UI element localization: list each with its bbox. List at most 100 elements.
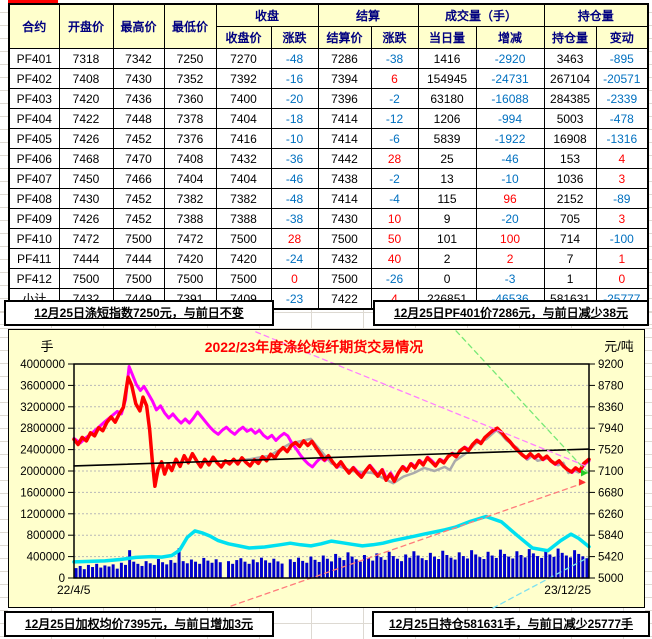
table-cell[interactable]: 100: [475, 228, 545, 249]
table-cell[interactable]: PF403: [8, 88, 60, 109]
table-cell[interactable]: -6: [370, 128, 419, 149]
table-cell[interactable]: 7470: [112, 148, 165, 169]
table-cell[interactable]: -48: [270, 48, 319, 69]
col-sub-header[interactable]: 结算价: [317, 26, 372, 49]
table-cell[interactable]: -895: [595, 48, 649, 69]
table-cell[interactable]: 7430: [112, 68, 165, 89]
table-cell[interactable]: 13: [417, 168, 477, 189]
table-cell[interactable]: PF411: [8, 248, 60, 269]
table-cell[interactable]: -46: [270, 168, 319, 189]
table-cell[interactable]: 7388: [163, 208, 217, 229]
table-cell[interactable]: 3: [595, 208, 649, 229]
table-cell[interactable]: 7438: [317, 168, 372, 189]
table-cell[interactable]: 1206: [417, 108, 477, 129]
table-cell[interactable]: -16: [270, 68, 319, 89]
table-cell[interactable]: PF412: [8, 268, 60, 289]
table-cell[interactable]: 2152: [543, 188, 597, 209]
table-cell[interactable]: 7500: [112, 228, 165, 249]
table-cell[interactable]: -23: [270, 288, 319, 310]
table-cell[interactable]: 7436: [112, 88, 165, 109]
col-sub-header[interactable]: 持仓量: [543, 26, 597, 49]
table-cell[interactable]: 7500: [215, 228, 272, 249]
table-cell[interactable]: 7500: [58, 268, 114, 289]
col-sub-header[interactable]: 收盘价: [215, 26, 272, 49]
table-cell[interactable]: 0: [417, 268, 477, 289]
table-cell[interactable]: -48: [270, 188, 319, 209]
table-cell[interactable]: 7426: [58, 128, 114, 149]
table-cell[interactable]: -24: [270, 248, 319, 269]
table-cell[interactable]: -46: [475, 148, 545, 169]
table-cell[interactable]: -2339: [595, 88, 649, 109]
col-sub-header[interactable]: 当日量: [417, 26, 477, 49]
table-cell[interactable]: 3: [595, 168, 649, 189]
table-cell[interactable]: -478: [595, 108, 649, 129]
table-cell[interactable]: -20571: [595, 68, 649, 89]
table-cell[interactable]: -26: [370, 268, 419, 289]
table-cell[interactable]: 7286: [317, 48, 372, 69]
table-cell[interactable]: 7466: [112, 168, 165, 189]
table-cell[interactable]: -1316: [595, 128, 649, 149]
table-cell[interactable]: 7452: [112, 128, 165, 149]
table-cell[interactable]: PF401: [8, 48, 60, 69]
col-group-header[interactable]: 最低价: [163, 3, 217, 49]
table-cell[interactable]: PF406: [8, 148, 60, 169]
table-cell[interactable]: 7452: [112, 188, 165, 209]
table-cell[interactable]: -38: [270, 208, 319, 229]
table-cell[interactable]: 7432: [317, 248, 372, 269]
col-sub-header[interactable]: 变动: [595, 26, 649, 49]
table-cell[interactable]: 7414: [317, 128, 372, 149]
table-cell[interactable]: 7500: [163, 268, 217, 289]
table-cell[interactable]: 7382: [215, 188, 272, 209]
table-cell[interactable]: 7270: [215, 48, 272, 69]
table-cell[interactable]: 7500: [112, 268, 165, 289]
table-cell[interactable]: 0: [270, 268, 319, 289]
table-cell[interactable]: -4: [370, 188, 419, 209]
table-cell[interactable]: 9: [417, 208, 477, 229]
table-cell[interactable]: 714: [543, 228, 597, 249]
table-cell[interactable]: -10: [270, 128, 319, 149]
table-cell[interactable]: -24731: [475, 68, 545, 89]
table-cell[interactable]: -1922: [475, 128, 545, 149]
table-cell[interactable]: 7360: [163, 88, 217, 109]
table-cell[interactable]: 7408: [58, 68, 114, 89]
table-cell[interactable]: 16908: [543, 128, 597, 149]
table-cell[interactable]: -20: [475, 208, 545, 229]
table-cell[interactable]: 705: [543, 208, 597, 229]
table-cell[interactable]: 7250: [163, 48, 217, 69]
table-cell[interactable]: 1: [543, 268, 597, 289]
col-group-header[interactable]: 合约: [8, 3, 60, 49]
table-cell[interactable]: 6: [370, 68, 419, 89]
table-cell[interactable]: 50: [370, 228, 419, 249]
table-cell[interactable]: PF402: [8, 68, 60, 89]
table-cell[interactable]: 7404: [215, 168, 272, 189]
table-cell[interactable]: 7376: [163, 128, 217, 149]
table-cell[interactable]: 115: [417, 188, 477, 209]
table-cell[interactable]: 101: [417, 228, 477, 249]
col-group-header[interactable]: 开盘价: [58, 3, 114, 49]
table-cell[interactable]: -2: [370, 88, 419, 109]
table-cell[interactable]: 7452: [112, 208, 165, 229]
table-cell[interactable]: 7404: [215, 108, 272, 129]
table-cell[interactable]: 7500: [317, 228, 372, 249]
col-sub-header[interactable]: 涨跌: [370, 26, 419, 49]
table-cell[interactable]: -36: [270, 148, 319, 169]
table-cell[interactable]: 1: [595, 248, 649, 269]
table-cell[interactable]: 7430: [317, 208, 372, 229]
table-cell[interactable]: 4: [595, 148, 649, 169]
table-cell[interactable]: PF405: [8, 128, 60, 149]
table-cell[interactable]: 5839: [417, 128, 477, 149]
table-cell[interactable]: 7422: [317, 288, 372, 310]
table-cell[interactable]: 7448: [112, 108, 165, 129]
table-cell[interactable]: -3: [475, 268, 545, 289]
col-group-header[interactable]: 最高价: [112, 3, 165, 49]
table-cell[interactable]: 7442: [317, 148, 372, 169]
table-cell[interactable]: 7388: [215, 208, 272, 229]
table-cell[interactable]: PF404: [8, 108, 60, 129]
table-cell[interactable]: 7444: [58, 248, 114, 269]
table-cell[interactable]: 2: [475, 248, 545, 269]
table-cell[interactable]: 7378: [163, 108, 217, 129]
col-sub-header[interactable]: 增减: [475, 26, 545, 49]
table-cell[interactable]: 7426: [58, 208, 114, 229]
table-cell[interactable]: -89: [595, 188, 649, 209]
futures-quote-table[interactable]: 合约 开盘价 最高价 最低价 收盘 结算 成交量（手） 持仓量 收盘价 涨跌 结算价 涨跌 当日量 增减持…: [8, 3, 650, 310]
